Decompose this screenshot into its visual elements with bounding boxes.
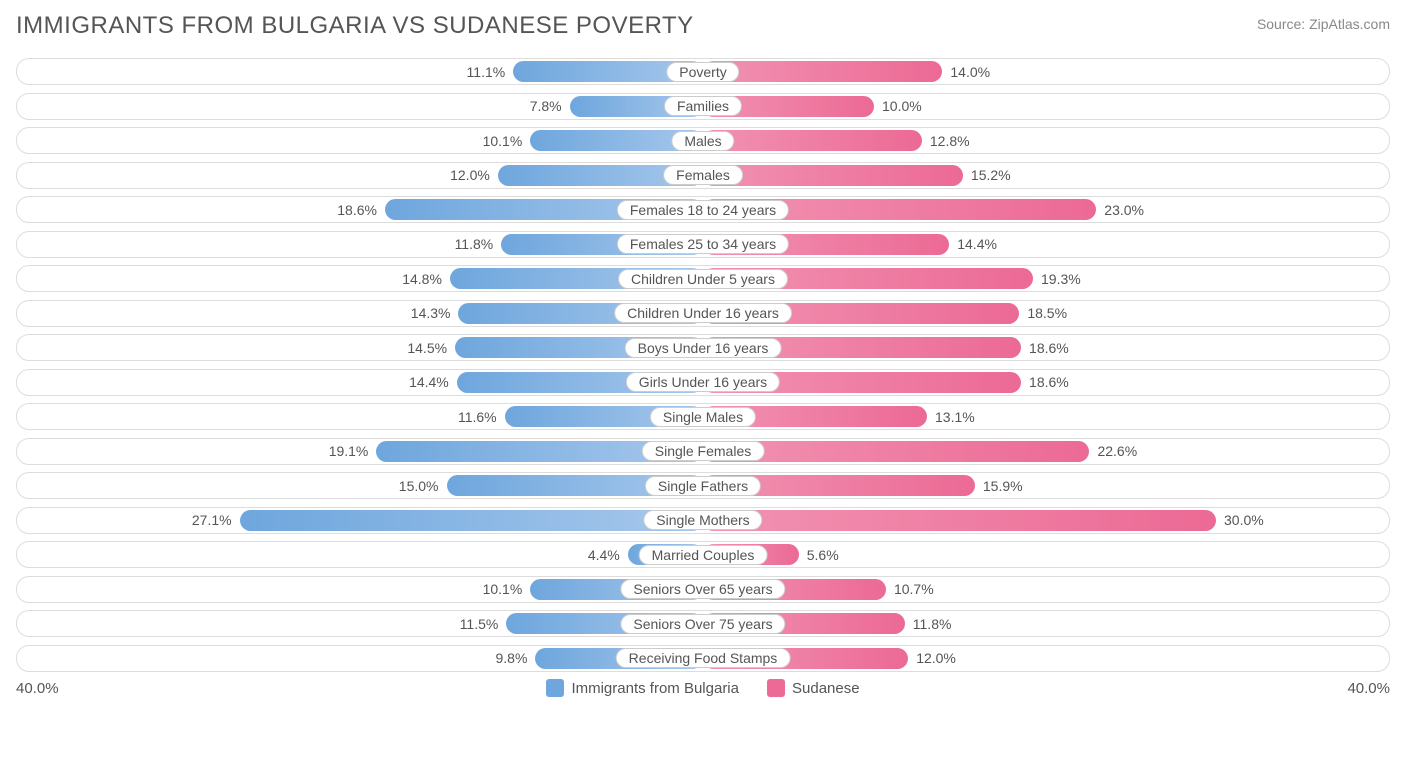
value-label-left: 4.4% <box>588 544 626 565</box>
legend-item-right: Sudanese <box>767 679 860 697</box>
category-label: Girls Under 16 years <box>626 372 780 392</box>
value-label-left: 18.6% <box>337 199 383 220</box>
category-label: Single Fathers <box>645 476 761 496</box>
legend-swatch-left <box>546 679 564 697</box>
legend-item-left: Immigrants from Bulgaria <box>546 679 739 697</box>
category-label: Children Under 5 years <box>618 269 788 289</box>
value-label-right: 30.0% <box>1218 510 1264 531</box>
bar-row: 19.1% 22.6% Single Females <box>16 438 1390 465</box>
bar-row: 14.5% 18.6% Boys Under 16 years <box>16 334 1390 361</box>
value-label-right: 15.9% <box>977 475 1023 496</box>
category-label: Children Under 16 years <box>614 303 792 323</box>
bar-row: 9.8% 12.0% Receiving Food Stamps <box>16 645 1390 672</box>
category-label: Receiving Food Stamps <box>616 648 791 668</box>
value-label-left: 11.1% <box>467 61 512 82</box>
category-label: Females <box>663 165 743 185</box>
value-label-left: 14.4% <box>409 372 455 393</box>
bar-row: 11.6% 13.1% Single Males <box>16 403 1390 430</box>
value-label-right: 22.6% <box>1091 441 1137 462</box>
category-label: Poverty <box>666 62 739 82</box>
value-label-right: 5.6% <box>801 544 839 565</box>
category-label: Single Mothers <box>643 510 762 530</box>
value-label-left: 14.8% <box>402 268 448 289</box>
bar-row: 11.8% 14.4% Females 25 to 34 years <box>16 231 1390 258</box>
legend: Immigrants from Bulgaria Sudanese <box>546 679 859 697</box>
value-label-left: 19.1% <box>329 441 375 462</box>
value-label-right: 14.0% <box>944 61 990 82</box>
bar-row: 12.0% 15.2% Females <box>16 162 1390 189</box>
value-label-left: 10.1% <box>483 579 529 600</box>
value-label-right: 23.0% <box>1098 199 1144 220</box>
value-label-right: 18.5% <box>1021 303 1067 324</box>
value-label-left: 11.8% <box>455 234 500 255</box>
chart-header: IMMIGRANTS FROM BULGARIA VS SUDANESE POV… <box>16 12 1390 40</box>
bar-row: 10.1% 10.7% Seniors Over 65 years <box>16 576 1390 603</box>
bar-row: 27.1% 30.0% Single Mothers <box>16 507 1390 534</box>
value-label-left: 14.3% <box>411 303 457 324</box>
value-label-right: 19.3% <box>1035 268 1081 289</box>
axis-max-right: 40.0% <box>1347 680 1390 697</box>
bar-row: 15.0% 15.9% Single Fathers <box>16 472 1390 499</box>
bar-row: 14.4% 18.6% Girls Under 16 years <box>16 369 1390 396</box>
value-label-left: 12.0% <box>450 165 496 186</box>
category-label: Single Females <box>642 441 765 461</box>
value-label-left: 27.1% <box>192 510 238 531</box>
legend-swatch-right <box>767 679 785 697</box>
chart-footer: 40.0% Immigrants from Bulgaria Sudanese … <box>16 679 1390 697</box>
category-label: Married Couples <box>639 545 768 565</box>
bar-row: 14.8% 19.3% Children Under 5 years <box>16 265 1390 292</box>
value-label-left: 14.5% <box>407 337 453 358</box>
category-label: Males <box>671 131 734 151</box>
value-label-left: 11.6% <box>458 406 503 427</box>
category-label: Single Males <box>650 407 756 427</box>
category-label: Seniors Over 65 years <box>620 579 785 599</box>
category-label: Boys Under 16 years <box>625 338 782 358</box>
axis-max-left: 40.0% <box>16 680 59 697</box>
bar-right <box>703 130 922 151</box>
bar-right <box>703 510 1216 531</box>
bar-row: 11.5% 11.8% Seniors Over 75 years <box>16 610 1390 637</box>
legend-label-left: Immigrants from Bulgaria <box>571 680 739 697</box>
bar-row: 18.6% 23.0% Females 18 to 24 years <box>16 196 1390 223</box>
chart-source: Source: ZipAtlas.com <box>1257 12 1390 32</box>
category-label: Females 25 to 34 years <box>617 234 789 254</box>
bar-row: 4.4% 5.6% Married Couples <box>16 541 1390 568</box>
category-label: Families <box>664 96 742 116</box>
value-label-left: 15.0% <box>399 475 445 496</box>
bar-row: 11.1% 14.0% Poverty <box>16 58 1390 85</box>
value-label-right: 12.0% <box>910 648 956 669</box>
value-label-right: 14.4% <box>951 234 997 255</box>
bar-row: 7.8% 10.0% Families <box>16 93 1390 120</box>
value-label-right: 13.1% <box>929 406 975 427</box>
value-label-right: 11.8% <box>907 613 952 634</box>
bar-row: 10.1% 12.8% Males <box>16 127 1390 154</box>
value-label-right: 15.2% <box>965 165 1011 186</box>
value-label-right: 12.8% <box>924 130 970 151</box>
value-label-right: 10.7% <box>888 579 934 600</box>
value-label-right: 18.6% <box>1023 337 1069 358</box>
legend-label-right: Sudanese <box>792 680 860 697</box>
bar-left <box>240 510 703 531</box>
category-label: Seniors Over 75 years <box>620 614 785 634</box>
chart-body: 11.1%14.0%Poverty7.8%10.0%Families10.1%1… <box>16 58 1390 672</box>
chart-title: IMMIGRANTS FROM BULGARIA VS SUDANESE POV… <box>16 12 694 40</box>
value-label-left: 10.1% <box>483 130 529 151</box>
value-label-left: 11.5% <box>460 613 505 634</box>
bar-row: 14.3% 18.5% Children Under 16 years <box>16 300 1390 327</box>
value-label-right: 10.0% <box>876 96 922 117</box>
value-label-left: 7.8% <box>530 96 568 117</box>
value-label-right: 18.6% <box>1023 372 1069 393</box>
value-label-left: 9.8% <box>496 648 534 669</box>
category-label: Females 18 to 24 years <box>617 200 789 220</box>
